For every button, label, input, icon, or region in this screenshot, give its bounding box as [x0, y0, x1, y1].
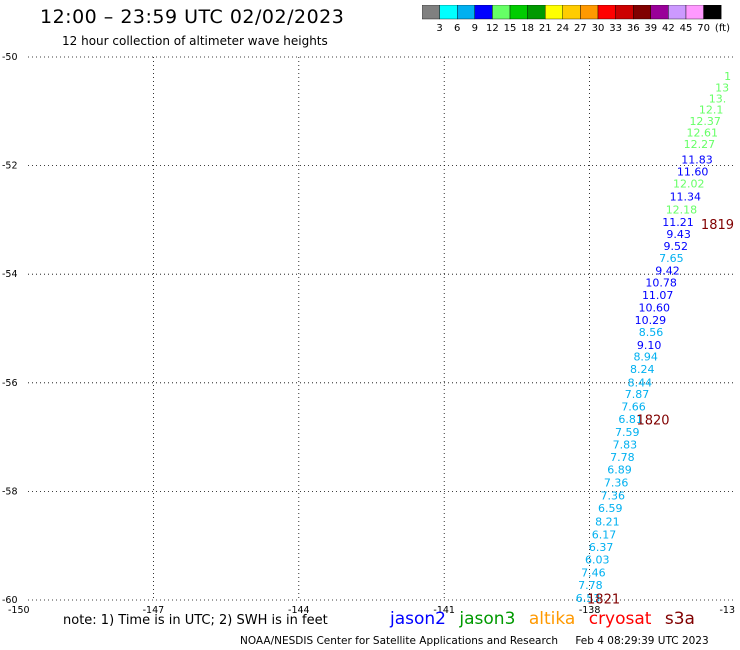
- x-tick-label: -13: [719, 605, 735, 616]
- wave-height-label: 6.03: [585, 553, 610, 566]
- y-tick-label: -58: [2, 486, 18, 497]
- color-scale-tick: 24: [556, 23, 569, 34]
- x-tick-label: -141: [433, 605, 455, 616]
- satellite-legend: jason2 jason3 altika cryosat s3a: [390, 609, 703, 629]
- wave-height-label: 7.46: [581, 566, 606, 579]
- wave-height-label: 7.87: [625, 388, 650, 401]
- color-scale-tick: 42: [662, 23, 675, 34]
- note-text: note: 1) Time is in UTC; 2) SWH is in fe…: [63, 613, 328, 628]
- wave-height-label: 11.07: [642, 289, 674, 302]
- wave-height-label: 10.29: [635, 314, 667, 327]
- wave-height-label: 6.53: [576, 592, 601, 605]
- wave-height-label: 6.37: [589, 541, 614, 554]
- wave-height-label: 7.78: [610, 451, 635, 464]
- wave-height-label: 6.17: [592, 528, 617, 541]
- wave-height-label: 7.65: [659, 252, 684, 265]
- footer: NOAA/NESDIS Center for Satellite Applica…: [240, 635, 709, 647]
- color-scale-tick: 36: [627, 23, 640, 34]
- color-scale-tick: 33: [609, 23, 622, 34]
- wave-height-label: 11.60: [677, 166, 709, 179]
- color-scale-tick: 15: [504, 23, 517, 34]
- wave-height-label: 6.89: [607, 464, 632, 477]
- wave-height-label: 8.56: [639, 326, 664, 339]
- satellite-s3a: s3a: [664, 609, 695, 629]
- wave-height-label: 7.59: [615, 426, 640, 439]
- color-scale-unit: (ft): [715, 23, 730, 34]
- wave-height-label: 10.60: [639, 301, 671, 314]
- color-scale-tick: 18: [521, 23, 534, 34]
- wave-height-label: 7.66: [621, 401, 646, 414]
- chart-subtitle: 12 hour collection of altimeter wave hei…: [62, 34, 328, 48]
- color-swatch: [703, 5, 722, 20]
- y-tick-label: -56: [2, 378, 18, 389]
- color-scale-tick: 3: [436, 23, 442, 34]
- wave-height-label: 12.02: [673, 178, 705, 191]
- wave-height-label: 7.78: [578, 579, 603, 592]
- wave-height-label: 12.37: [689, 115, 721, 128]
- y-tick-label: -50: [2, 52, 18, 63]
- color-scale-tick: 9: [472, 23, 478, 34]
- color-scale-tick: 70: [697, 23, 710, 34]
- satellite-cryosat: cryosat: [588, 609, 652, 629]
- color-scale-legend: 3 6 9 12 15 18 21 24 27 30 33 36 39 42 45 70 (ft): [422, 5, 730, 34]
- satellite-jason3: jason3: [459, 609, 516, 629]
- footer-credit: NOAA/NESDIS Center for Satellite Applica…: [240, 635, 558, 647]
- x-tick-label: -147: [143, 605, 165, 616]
- wave-height-label: 6.59: [598, 502, 623, 515]
- wave-height-label: 7.36: [600, 490, 625, 503]
- chart-title: 12:00 – 23:59 UTC 02/02/2023: [40, 6, 345, 28]
- x-tick-label: -150: [8, 605, 30, 616]
- wave-height-label: 10.78: [645, 276, 677, 289]
- wave-height-label: 12.27: [684, 138, 716, 151]
- color-scale-tick: 21: [539, 23, 552, 34]
- y-tick-label: -54: [2, 269, 18, 280]
- wave-height-label: 6.81: [618, 413, 643, 426]
- y-tick-label: -60: [2, 595, 18, 606]
- orbit-number-label: 1821: [587, 592, 620, 607]
- color-scale-tick: 39: [644, 23, 657, 34]
- x-tick-label: -138: [579, 605, 601, 616]
- y-tick-label: -52: [2, 161, 18, 172]
- satellite-altika: altika: [528, 609, 576, 629]
- wave-height-label: 8.24: [630, 363, 655, 376]
- footer-timestamp: Feb 4 08:29:39 UTC 2023: [575, 635, 709, 647]
- wave-height-label: 9.52: [663, 240, 688, 253]
- color-scale-tick: 12: [486, 23, 499, 34]
- wave-height-label: 12.18: [666, 204, 698, 217]
- wave-height-label: 7.36: [604, 477, 629, 490]
- wave-height-label: 12.1: [699, 104, 724, 117]
- color-scale-tick: 27: [574, 23, 587, 34]
- wave-height-label: 9.42: [655, 264, 680, 277]
- color-scale-tick: 45: [680, 23, 693, 34]
- wave-height-label: 13.: [709, 92, 727, 105]
- wave-height-label: 8.44: [628, 376, 653, 389]
- orbit-number-label: 1819: [701, 218, 734, 233]
- wave-height-label: 11.83: [681, 154, 713, 167]
- wave-height-label: 11.34: [670, 191, 702, 204]
- color-scale-tick: 6: [454, 23, 460, 34]
- wave-height-label: 13: [715, 81, 729, 94]
- wave-height-label: 9.10: [637, 339, 662, 352]
- wave-height-label: 8.94: [633, 351, 658, 364]
- orbit-number-label: 1820: [636, 414, 669, 429]
- satellite-jason2: jason2: [390, 609, 446, 629]
- x-tick-label: -144: [288, 605, 310, 616]
- wave-height-label: 1: [724, 70, 731, 83]
- wave-height-label: 12.61: [687, 126, 719, 139]
- wave-height-label: 7.83: [613, 439, 638, 452]
- color-scale-tick: 30: [592, 23, 605, 34]
- wave-height-label: 8.21: [595, 515, 620, 528]
- wave-height-label: 9.43: [666, 228, 691, 241]
- wave-height-label: 11.21: [662, 216, 694, 229]
